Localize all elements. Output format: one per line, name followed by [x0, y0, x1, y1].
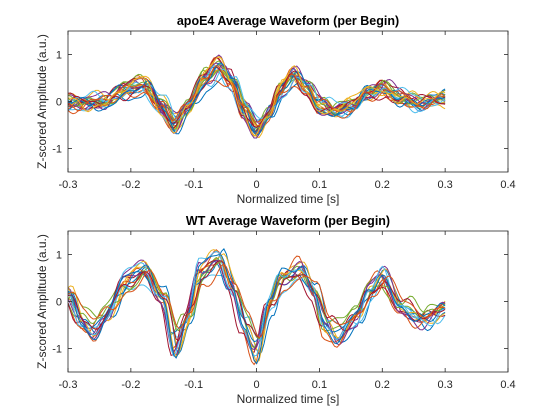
- top-y-tick-label: 0: [56, 97, 62, 109]
- top-x-tick-label: 0.3: [437, 179, 452, 191]
- bottom-y-tick-label: 1: [56, 250, 62, 262]
- bottom-series-group: [68, 248, 446, 366]
- top-series-line: [68, 64, 446, 127]
- bottom-series-line: [68, 260, 446, 342]
- top-x-tick-label: -0.3: [59, 179, 78, 191]
- top-y-tick-label: -1: [52, 144, 62, 156]
- bottom-x-tick-label: 0.2: [375, 379, 390, 391]
- top-chart-title: apoE4 Average Waveform (per Begin): [177, 14, 399, 28]
- top-x-tick-label: 0.2: [375, 179, 390, 191]
- bottom-series-line: [68, 251, 446, 356]
- bottom-x-tick-label: -0.2: [121, 379, 140, 391]
- bottom-series-line: [68, 260, 446, 343]
- top-series-group: [68, 54, 446, 139]
- bottom-x-tick-label: 0: [254, 379, 260, 391]
- bottom-chart: -0.3 -0.2 -0.1 0 0.1 0.2 0.3 0.4 -1 0 1 WT Average …: [35, 214, 516, 406]
- bottom-y-axis-label: Z-scored Amplitude (a.u.): [35, 234, 49, 369]
- top-x-tick-label: -0.2: [121, 179, 140, 191]
- bottom-x-tick-label: 0.1: [312, 379, 327, 391]
- top-x-tick-label: -0.1: [184, 179, 203, 191]
- bottom-plot-area: [68, 231, 508, 372]
- top-y-axis-label: Z-scored Amplitude (a.u.): [35, 34, 49, 169]
- bottom-x-tick-label: -0.1: [184, 379, 203, 391]
- top-x-tick-label: 0.4: [500, 179, 515, 191]
- bottom-x-axis-label: Normalized time [s]: [237, 392, 340, 406]
- top-series-line: [68, 79, 446, 123]
- top-series-line: [68, 56, 446, 137]
- top-series-line: [68, 66, 446, 128]
- bottom-x-tick-label: 0.3: [437, 379, 452, 391]
- bottom-y-tick-label: -1: [52, 344, 62, 356]
- top-chart: -0.3 -0.2 -0.1 0 0.1 0.2 0.3 0.4 -1 0 1 apoE4 Avera…: [35, 14, 516, 206]
- bottom-x-tick-label: 0.4: [500, 379, 515, 391]
- top-x-tick-label: 0.1: [312, 179, 327, 191]
- bottom-chart-title: WT Average Waveform (per Begin): [186, 214, 390, 228]
- bottom-series-line: [68, 250, 446, 357]
- bottom-series-line: [68, 263, 446, 339]
- bottom-series-line: [68, 254, 446, 365]
- bottom-y-tick-label: 0: [56, 297, 62, 309]
- top-series-line: [68, 68, 446, 121]
- top-x-tick-label: 0: [254, 179, 260, 191]
- top-series-line: [68, 62, 446, 139]
- bottom-x-tick-label: -0.3: [59, 379, 78, 391]
- top-series-line: [68, 68, 446, 128]
- top-y-tick-label: 1: [56, 50, 62, 62]
- top-x-axis-label: Normalized time [s]: [237, 192, 340, 206]
